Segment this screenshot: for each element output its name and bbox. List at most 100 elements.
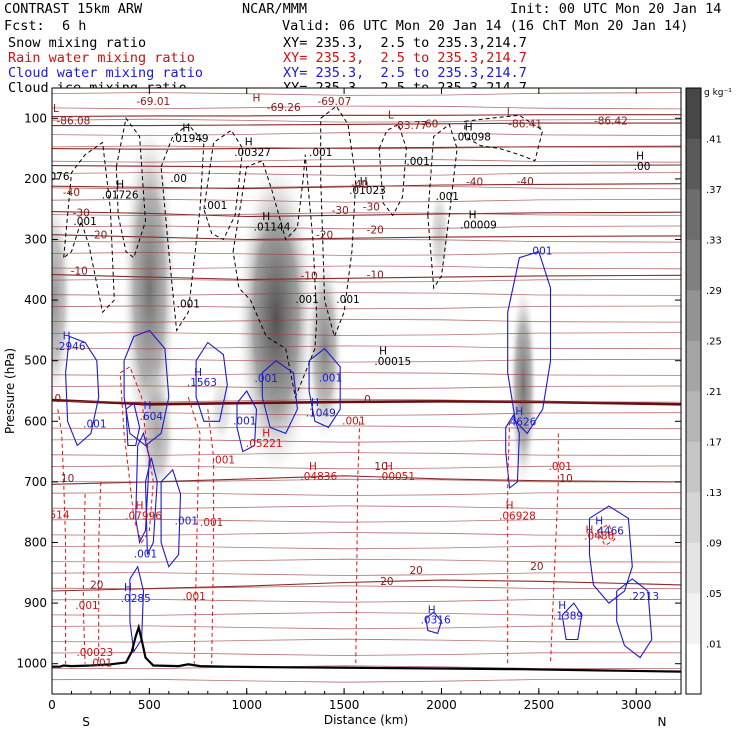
snow-contour: [427, 123, 458, 290]
cloud-water-contour: [505, 413, 520, 490]
x-tick-label: 1500: [329, 698, 360, 712]
colorbar-swatch: [686, 492, 701, 543]
snow-contour: [63, 141, 115, 314]
cloud-ice-shade: [208, 370, 234, 448]
contour-annotation: H: [465, 121, 473, 133]
contour-annotation: 20: [530, 561, 543, 573]
contour-annotation: .07996: [125, 510, 162, 522]
contour-annotation: -83.77: [393, 120, 427, 132]
y-tick-label: 900: [24, 596, 47, 610]
contour-annotation: 10: [61, 473, 74, 485]
cloud-water-contour: [308, 347, 341, 429]
contour-annotation: -86.42: [594, 115, 628, 127]
contour-annotation: -30: [332, 205, 349, 217]
contour-annotation: .001: [83, 418, 106, 430]
theta-line: [52, 438, 681, 443]
x-tick-label: 500: [138, 698, 161, 712]
contour-annotation: 10: [374, 461, 387, 473]
y-axis-label: Pressure (hPa): [3, 348, 17, 434]
contour-annotation: .001: [255, 373, 278, 385]
isotherm-line: [52, 164, 681, 168]
isotherm-line: [52, 274, 681, 281]
contour-annotation: H: [595, 515, 603, 527]
contour-annotation: .2213: [629, 591, 659, 603]
theta-line: [52, 572, 681, 576]
rain-contour: [98, 481, 102, 664]
colorbar-swatch: [686, 290, 701, 341]
contour-annotation: .076: [46, 171, 70, 183]
isotherm-line: [52, 234, 681, 241]
cloud-water-contour: [261, 360, 298, 435]
theta-line: [52, 278, 681, 283]
contour-annotation: -86.41: [508, 118, 542, 130]
field-xy-rain: XY= 235.3, 2.5 to 235.3,214.7: [283, 50, 527, 66]
contour-annotation: -30: [73, 207, 90, 219]
contour-annotation: -10: [367, 269, 384, 281]
theta-line: [52, 132, 681, 137]
rain-contour: [82, 493, 86, 664]
y-tick-label: 400: [24, 293, 47, 307]
colorbar-level-label: .41: [706, 135, 722, 146]
contour-annotation: .001: [319, 372, 342, 384]
x-end-left-label: S: [82, 715, 90, 729]
contour-annotation: -40: [351, 179, 368, 191]
contour-annotation: .04836: [300, 471, 337, 483]
contour-annotation: -60: [421, 118, 438, 130]
rain-contour: [57, 409, 67, 664]
contour-annotation: H: [311, 397, 319, 409]
contour-annotation: .00009: [460, 220, 497, 232]
contour-annotation: .01144: [254, 221, 291, 233]
field-name-cloud-water: Cloud water mixing ratio: [8, 65, 204, 81]
colorbar-level-label: .29: [706, 286, 722, 297]
contour-annotation: -10: [300, 270, 317, 282]
contour-annotation: H: [262, 427, 270, 439]
contour-annotation: .514: [46, 509, 70, 521]
cloud-water-contour: [65, 335, 100, 447]
isotherm-line: [52, 211, 681, 218]
contour-annotation: H: [360, 176, 368, 188]
colorbar-level-label: .25: [706, 337, 722, 348]
theta-line: [52, 625, 681, 630]
snow-contour: [232, 154, 318, 399]
theta-line: [52, 638, 681, 643]
x-axis-label: Distance (km): [324, 713, 408, 727]
contour-annotation: H: [428, 604, 436, 616]
contour-annotation: H: [385, 461, 393, 473]
theta-line: [52, 398, 681, 403]
contour-annotation: .4466: [594, 526, 624, 538]
theta-line: [52, 105, 681, 110]
contour-annotation: L: [53, 103, 59, 115]
contour-annotation: .1049: [306, 407, 336, 419]
cloud-water-contour: [123, 329, 170, 447]
contour-annotation: .00: [634, 161, 651, 173]
cloud-water-contour: [160, 468, 182, 568]
colorbar-level-label: .05: [706, 589, 722, 600]
colorbar-level-label: .09: [706, 539, 722, 550]
y-tick-label: 700: [24, 475, 47, 489]
theta-line: [52, 372, 681, 376]
theta-line: [52, 172, 681, 176]
contour-annotation: .001: [549, 461, 572, 473]
contour-annotation: .001: [175, 515, 198, 527]
contour-annotation: .05221: [246, 438, 283, 450]
x-tick-label: 3000: [621, 698, 652, 712]
contour-annotation: H: [469, 209, 477, 221]
theta-line: [52, 358, 681, 363]
contour-annotation: .2946: [55, 341, 85, 353]
contour-annotation: H: [245, 137, 253, 149]
contour-annotation: H: [124, 582, 132, 594]
contour-annotation: .001: [233, 415, 256, 427]
cloud-ice-shade: [138, 365, 176, 502]
x-tick-label: 2000: [426, 698, 457, 712]
rain-contour: [550, 433, 559, 664]
colorbar-swatch: [686, 138, 701, 190]
colorbar-frame: [685, 87, 702, 695]
contour-annotation: H: [182, 123, 190, 135]
cloud-water-contour: [236, 390, 258, 453]
rain-contour: [187, 396, 201, 664]
contour-annotation: .001: [75, 600, 98, 612]
contour-annotation: -20: [367, 224, 384, 236]
y-tick-label: 300: [24, 233, 47, 247]
contour-annotation: .0285: [121, 593, 151, 605]
theta-line: [52, 385, 681, 390]
